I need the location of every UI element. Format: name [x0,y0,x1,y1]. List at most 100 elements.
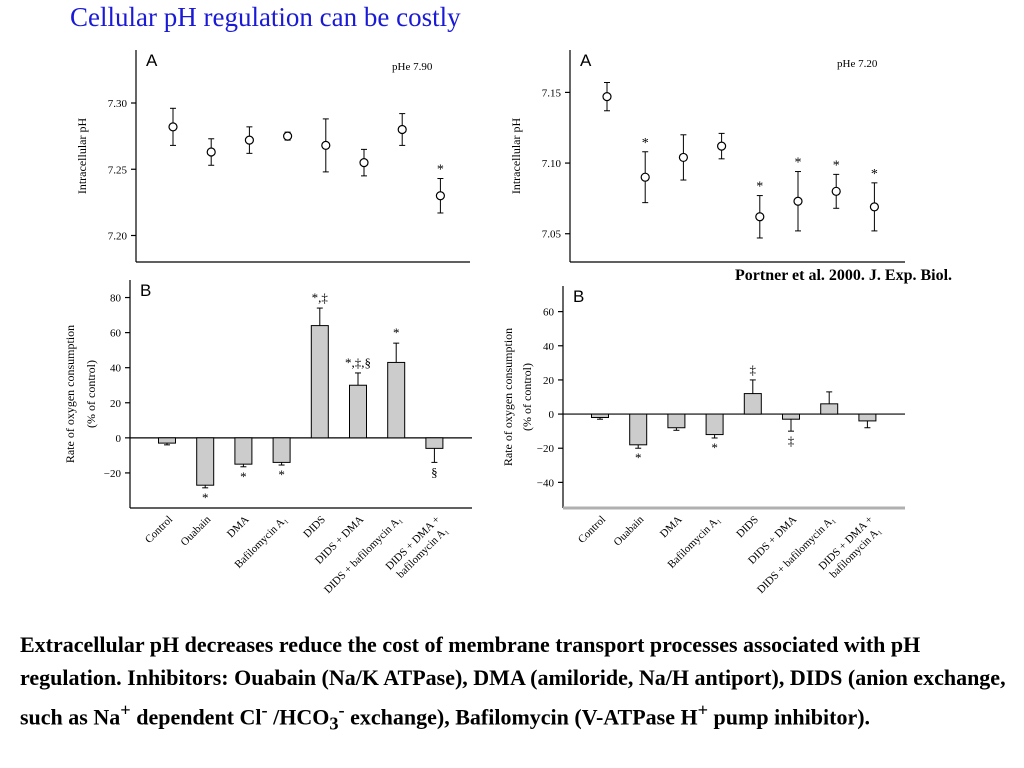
category-label: Ouabain [178,513,213,548]
significance-mark: *,‡,§ [345,355,371,370]
bar [425,437,444,449]
y-tick-label: 60 [543,307,555,319]
significance-mark: ‡ [788,433,795,448]
category-label: DIDS [301,514,328,541]
significance-mark: * [437,163,444,178]
significance-mark: * [756,180,763,195]
data-point [244,135,254,145]
panel-label: B [140,281,151,300]
significance-mark: * [393,325,400,340]
significance-mark: * [642,136,649,151]
bar [629,413,648,446]
citation: Portner et al. 2000. J. Exp. Biol. [735,267,953,284]
y-tick-label: 7.15 [542,87,562,99]
y-tick-label: 40 [543,341,555,353]
y-tick-label: 7.25 [108,164,128,176]
significance-mark: * [795,156,802,171]
y-axis-label-2: (% of control) [520,363,534,431]
data-point [640,172,650,182]
bar [591,413,609,418]
significance-mark: * [635,450,642,465]
caption-text: exchange), Bafilomycin (V-ATPase H [344,704,698,730]
data-point [435,191,445,201]
y-tick-label: 0 [116,433,122,445]
category-label: DIDS [734,514,761,541]
caption-text: pump inhibitor). [708,704,871,730]
category-label: DMA [225,514,252,541]
bar [858,413,877,422]
bar [272,437,291,463]
data-point [602,92,612,102]
y-tick-label: −20 [537,443,555,455]
y-axis-label: Rate of oxygen consumption [501,328,515,466]
bar [705,413,724,436]
caption-sup: - [261,700,268,720]
data-point [168,122,178,132]
data-point [321,140,331,150]
significance-mark: *,‡ [312,290,329,305]
caption-text: dependent Cl [130,704,262,730]
category-label: DMA [658,514,685,541]
data-point [359,158,369,168]
y-tick-label: 7.20 [108,231,128,243]
data-point [869,202,880,212]
significance-mark: § [431,464,438,479]
panel-label: B [573,287,584,306]
category-label: Control [143,514,175,546]
y-axis-label: Intracellular pH [75,118,89,195]
caption-sup: + [697,700,709,720]
data-point [793,196,803,206]
bar [158,437,176,444]
data-point [716,141,727,151]
data-point [678,152,689,163]
bar [196,437,215,486]
y-tick-label: 7.05 [542,229,562,241]
bar [820,403,839,415]
y-tick-label: 7.10 [542,158,562,170]
data-point [397,124,407,135]
data-point [283,131,293,141]
y-tick-label: 40 [110,363,122,375]
y-tick-label: 7.30 [108,98,128,110]
caption-text: Extracellular pH decreases reduce the co… [20,632,1006,730]
category-label: Control [576,514,608,546]
panel-label: A [580,51,592,70]
data-point [755,212,765,222]
significance-mark: * [871,167,878,182]
significance-mark: ‡ [750,362,757,377]
y-tick-label: 80 [110,293,122,305]
data-point [206,147,216,157]
significance-mark: * [278,467,285,482]
bar [743,393,762,415]
y-tick-label: −20 [104,468,122,480]
page-title: Cellular pH regulation can be costly [70,2,461,32]
caption: Extracellular pH decreases reduce the co… [20,628,1010,741]
bar [782,413,800,420]
bar [667,413,686,429]
y-tick-label: 20 [110,398,122,410]
y-tick-label: 0 [549,409,555,421]
y-axis-label: Rate of oxygen consumption [63,325,77,463]
category-label: Ouabain [611,513,646,548]
bar [234,437,253,465]
y-axis-label: Intracellular pH [509,118,523,195]
y-tick-label: 60 [110,328,122,340]
caption-sup: - [338,700,345,720]
y-tick-label: 20 [543,375,555,387]
significance-mark: * [711,440,718,455]
caption-sub: 3 [329,713,339,734]
bar [349,384,367,439]
condition-label: pHe 7.20 [837,58,878,70]
data-point [831,186,841,196]
significance-mark: * [202,490,209,505]
caption-sup: + [120,700,131,720]
panel-label: A [146,51,158,70]
significance-mark: * [240,469,247,484]
y-tick-label: −40 [537,477,555,489]
caption-text: /HCO [267,704,330,730]
bar [310,325,329,439]
bar [387,361,406,439]
condition-label: pHe 7.90 [392,61,433,73]
